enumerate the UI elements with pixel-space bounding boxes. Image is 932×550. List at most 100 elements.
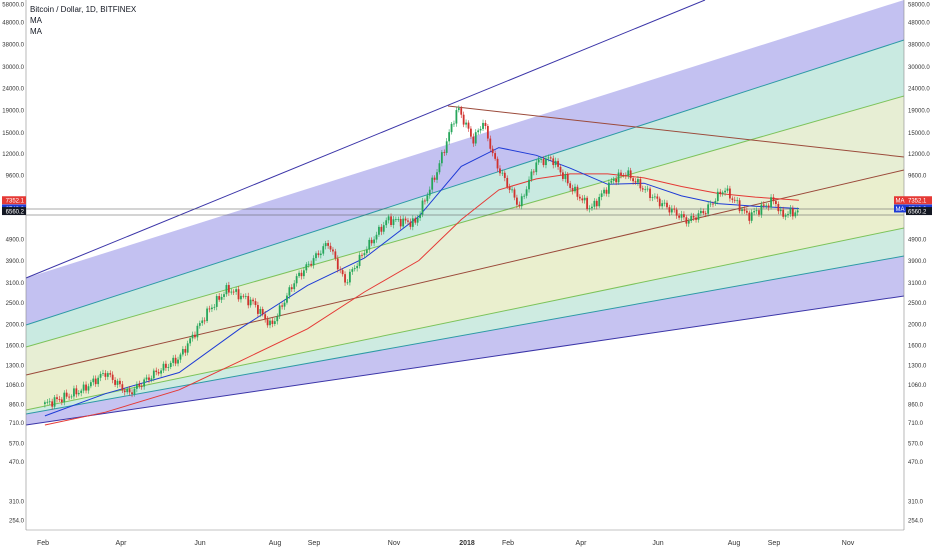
candle-body: [581, 198, 584, 201]
left-axis-area: [0, 0, 26, 550]
x-tick-label: 2018: [459, 540, 475, 547]
candle-body: [106, 373, 109, 377]
candle-body: [133, 388, 136, 395]
candle-body: [73, 388, 75, 397]
candle-body: [637, 179, 639, 183]
candle-body: [332, 249, 334, 252]
candle-body: [414, 218, 417, 223]
candle-body: [506, 177, 509, 187]
candle-body: [629, 170, 632, 179]
candle-body: [562, 172, 564, 179]
candle-body: [607, 182, 610, 194]
candle-body: [283, 302, 286, 307]
candle-body: [566, 174, 569, 184]
candle-body: [227, 285, 230, 293]
candle-body: [240, 295, 242, 300]
y-tick-right: 19000.0: [908, 109, 930, 115]
y-tick-right: 2500.0: [908, 301, 927, 307]
x-tick-label: Nov: [388, 540, 401, 547]
candle-body: [273, 321, 276, 324]
candle-body: [704, 213, 707, 214]
candle-body: [465, 122, 467, 125]
candle-body: [615, 178, 618, 183]
candle-body: [327, 243, 330, 246]
y-tick-left: 470.0: [9, 460, 25, 466]
candle-body: [448, 132, 451, 142]
y-tick-left: 12000.0: [2, 152, 24, 158]
candle-body: [745, 210, 748, 213]
candle-body: [426, 195, 429, 202]
candle-body: [203, 320, 206, 322]
channel-line-green-bot: [25, 227, 905, 411]
candle-body: [394, 219, 397, 220]
candle-body: [755, 210, 758, 212]
ma-tag-badge: [894, 204, 906, 213]
candle-body: [552, 158, 555, 166]
trend-line: [447, 105, 905, 158]
candle-body: [479, 128, 482, 131]
price-badge-right: [906, 207, 932, 216]
candle-body: [702, 210, 705, 214]
candle-body: [300, 272, 303, 277]
candle-body: [470, 128, 472, 137]
y-tick-left: 9600.0: [6, 173, 25, 179]
candle-body: [145, 377, 148, 380]
candle-body: [259, 309, 262, 314]
candle-body: [150, 378, 153, 380]
time-axis-area: [0, 530, 932, 550]
candle-body: [450, 123, 453, 133]
candle-body: [782, 209, 785, 217]
candle-body: [525, 189, 528, 196]
candle-body: [692, 215, 695, 218]
candle-body: [750, 212, 753, 221]
candle-body: [63, 392, 66, 403]
candle-body: [695, 217, 697, 220]
candle-body: [329, 245, 332, 250]
price-badge-right: [906, 196, 932, 205]
y-tick-left: 2500.0: [6, 301, 25, 307]
candle-body: [407, 220, 409, 222]
channel-line-teal-bot: [25, 255, 905, 415]
candle-body: [726, 188, 729, 191]
candle-body: [443, 152, 446, 153]
candle-body: [198, 323, 201, 326]
candle-body: [791, 208, 794, 217]
candle-body: [252, 299, 254, 302]
candle-body: [319, 253, 322, 256]
y-tick-right: 9600.0: [908, 173, 927, 179]
candle-body: [77, 392, 80, 395]
y-tick-right: 570.0: [908, 442, 924, 448]
candle-body: [109, 373, 112, 375]
band-yellow-top: [26, 96, 904, 375]
candle-body: [220, 296, 223, 300]
candle-body: [312, 258, 315, 266]
candle-body: [254, 301, 257, 306]
candle-body: [503, 172, 506, 178]
candle-body: [673, 208, 676, 210]
candle-body: [121, 384, 124, 391]
candle-body: [249, 299, 252, 306]
candle-body: [322, 246, 325, 254]
candle-body: [82, 384, 85, 391]
candle-body: [160, 370, 162, 374]
candle-body: [194, 334, 196, 338]
candle-body: [373, 239, 375, 244]
candle-body: [486, 125, 489, 139]
candle-body: [131, 392, 133, 395]
candle-body: [58, 399, 61, 400]
candle-body: [346, 282, 349, 284]
candle-body: [53, 397, 56, 407]
candle-body: [612, 178, 615, 181]
candle-body: [535, 162, 538, 173]
candle-body: [557, 160, 559, 167]
y-tick-left: 710.0: [9, 421, 25, 427]
candle-body: [576, 186, 579, 197]
candle-body: [787, 213, 789, 216]
candle-body: [368, 239, 371, 250]
y-tick-left: 310.0: [9, 500, 25, 506]
candle-body: [104, 373, 107, 377]
candle-body: [663, 202, 666, 204]
channel-line-top: [25, 0, 706, 279]
candle-body: [65, 392, 68, 397]
candle-body: [80, 390, 83, 393]
